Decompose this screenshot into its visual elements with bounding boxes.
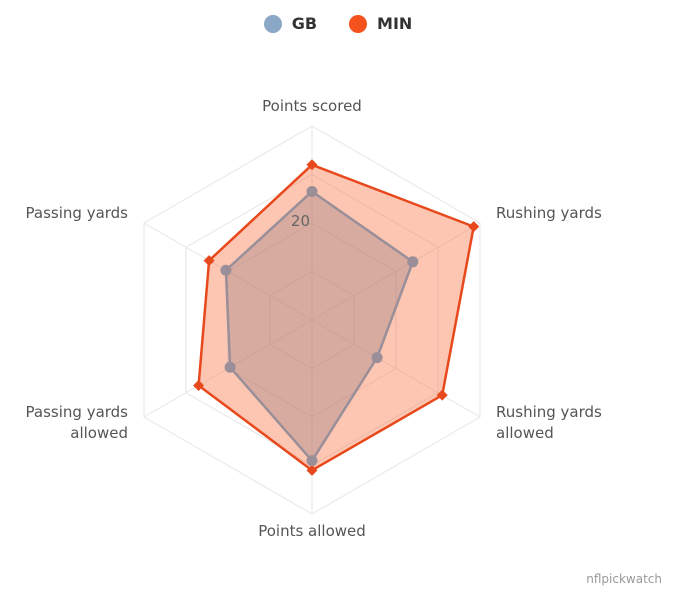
legend-item-gb[interactable]: GB xyxy=(263,14,318,33)
axis-label-5: Passing yards xyxy=(26,204,129,222)
axis-label-4: Passing yards allowed xyxy=(26,403,129,442)
marker-min-0 xyxy=(306,159,318,171)
marker-gb-3 xyxy=(306,455,318,467)
axis-label-3: Points allowed xyxy=(258,522,366,540)
marker-gb-2 xyxy=(371,352,383,364)
tick-label-20: 20 xyxy=(291,212,310,230)
axis-label-1: Rushing yards xyxy=(496,204,602,222)
marker-gb-0 xyxy=(306,185,318,197)
legend-item-min[interactable]: MIN xyxy=(349,14,412,33)
legend: GB MIN xyxy=(0,14,676,33)
spoke-1 xyxy=(311,222,481,321)
legend-label-gb: GB xyxy=(291,14,318,33)
spoke-2 xyxy=(311,319,481,418)
marker-min-3 xyxy=(306,464,318,476)
marker-min-2 xyxy=(436,389,448,401)
axis-label-2: Rushing yards allowed xyxy=(496,403,602,442)
marker-min-5 xyxy=(203,255,215,267)
legend-swatch-gb xyxy=(263,14,282,33)
marker-min-4 xyxy=(193,379,205,391)
marker-gb-4 xyxy=(224,361,236,373)
legend-swatch-min xyxy=(349,14,368,33)
marker-gb-5 xyxy=(220,264,232,276)
legend-label-min: MIN xyxy=(377,14,413,33)
axis-label-0: Points scored xyxy=(262,97,362,115)
marker-min-1 xyxy=(468,221,480,233)
marker-gb-1 xyxy=(407,256,419,268)
credit-text[interactable]: nflpickwatch xyxy=(586,572,662,586)
